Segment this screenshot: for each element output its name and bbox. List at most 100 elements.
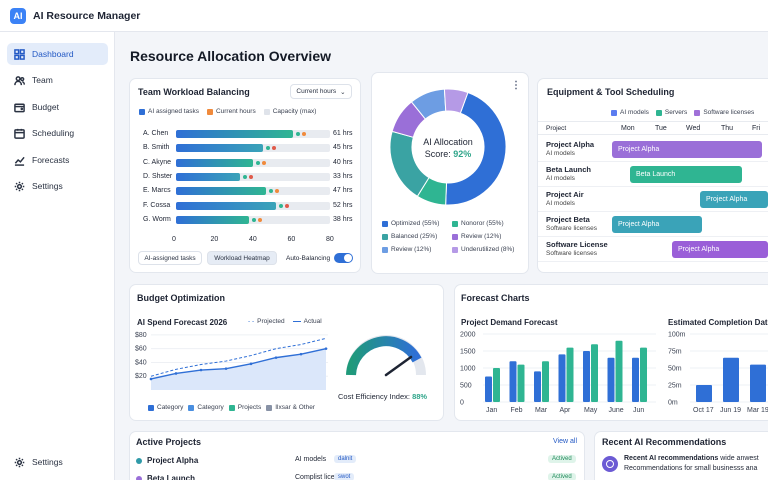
actual-line	[150, 347, 327, 380]
budget-legend: Category Category Projects Ilxsar & Other	[148, 404, 315, 411]
demand-bar-a	[607, 357, 615, 402]
auto-balancing-toggle[interactable]	[334, 253, 353, 263]
member-hours: 40 hrs	[333, 158, 353, 166]
legend-label: Servers	[664, 109, 688, 116]
status-dot	[269, 189, 274, 194]
legend-swatch	[611, 109, 617, 116]
legend-item: Actual	[292, 318, 322, 325]
workload-row[interactable]: G. Worm 38 hrs	[143, 215, 358, 225]
schedule-bar[interactable]: Project Alpha	[672, 241, 768, 258]
app-logo[interactable]: AI	[10, 7, 26, 24]
schedule-header: Project Mon Tue Wed Thu Fri	[538, 121, 768, 135]
workload-row[interactable]: F. Cossa 52 hrs	[143, 201, 358, 211]
demand-bar-b	[640, 347, 647, 402]
schedule-project-name: Software License	[546, 240, 608, 249]
sidebar-item-scheduling[interactable]: Scheduling	[7, 122, 108, 144]
workload-dropdown[interactable]: Current hours ⌄	[290, 84, 352, 99]
y-tick-label: 50m	[668, 366, 682, 373]
status-dot	[262, 160, 266, 165]
gauge-fill	[346, 336, 422, 376]
budget-card	[129, 284, 444, 421]
completion-bar	[723, 357, 739, 402]
sidebar-item-settings[interactable]: Settings	[7, 175, 108, 197]
forecast-title: Forecast Charts	[461, 293, 530, 303]
capacity-track	[176, 172, 330, 181]
status-dot	[302, 132, 307, 136]
y-tick-label: 500	[460, 383, 472, 390]
workload-row[interactable]: D. Shster 33 hrs	[143, 172, 358, 182]
legend-label: Software licenses	[703, 109, 755, 116]
demand-bar-b	[493, 368, 500, 402]
schedule-bar[interactable]: Project Alpha	[612, 216, 702, 233]
gauge-label: Cost Efficiency Index:	[338, 392, 410, 401]
sidebar-item-team[interactable]: Team	[7, 69, 108, 91]
day-header: Tue	[655, 125, 667, 132]
recommendation-item[interactable]: Recent AI recommendations wide anwest	[624, 455, 759, 462]
legend-swatch	[382, 220, 388, 227]
x-tick-label: Mar	[535, 407, 548, 414]
schedule-row[interactable]: Project Beta Software licenses Project Alp…	[538, 212, 768, 237]
demand-bar-a	[558, 354, 566, 402]
schedule-row[interactable]: Project Alpha AI models Project Alpha	[538, 137, 768, 162]
donut-segment	[445, 91, 507, 206]
sidebar-item-budget[interactable]: Budget	[7, 96, 108, 118]
demand-bar-b	[591, 344, 598, 402]
y-tick-label: 0	[460, 400, 464, 407]
more-options-icon[interactable]: ⋮	[511, 80, 521, 91]
workload-row[interactable]: B. Smith 45 hrs	[143, 143, 358, 153]
gauge-value: 88%	[412, 392, 428, 401]
schedule-row[interactable]: Software License Software licenses Project…	[538, 237, 768, 262]
legend-swatch	[694, 109, 701, 116]
schedule-project-sub: AI models	[546, 150, 575, 157]
demand-chart: 2000 1500 1000 500 0 Jan Feb Mar Apr May June Jun	[460, 332, 656, 414]
project-row[interactable]: Project Alpha AI models dalnit Actived	[130, 455, 584, 469]
workload-row[interactable]: A. Chen 61 hrs	[143, 129, 358, 139]
sidebar-item-label: Forecasts	[32, 155, 70, 165]
dashed-line-icon: - -	[248, 318, 255, 325]
legend-item: Category	[188, 404, 224, 411]
allocation-donut	[389, 88, 507, 206]
legend-swatch	[139, 108, 145, 115]
schedule-bar[interactable]: Project Alpha	[700, 191, 768, 208]
allocation-center: AI Allocation Score: 92%	[410, 136, 486, 160]
ai-tasks-button[interactable]: AI-assigned tasks	[138, 251, 202, 265]
schedule-row[interactable]: Project Air AI models Project Alpha	[538, 187, 768, 212]
x-tick-label: Oct 17	[693, 407, 714, 414]
app-title: AI Resource Manager	[33, 9, 141, 22]
axis-tick: 20	[210, 236, 219, 243]
heatmap-button[interactable]: Workload Heatmap	[207, 251, 277, 265]
sidebar-item-dashboard[interactable]: Dashboard	[7, 43, 108, 65]
sidebar-settings-bottom[interactable]: Settings	[7, 451, 108, 473]
y-tick-label: $60	[135, 346, 147, 353]
y-tick-label: 75m	[668, 349, 682, 356]
legend-label: Underutilized (8%)	[461, 246, 515, 253]
demand-bar-b	[542, 361, 549, 402]
day-header: Mon	[621, 125, 635, 132]
workload-row[interactable]: C. Akyne 40 hrs	[143, 158, 358, 168]
schedule-col-project: Project	[546, 125, 567, 132]
actual-point	[149, 377, 153, 381]
project-tag: dalnit	[334, 455, 357, 463]
x-tick-label: Feb	[511, 407, 523, 414]
sidebar-item-forecasts[interactable]: Forecasts	[7, 149, 108, 171]
gear-icon	[14, 181, 25, 191]
legend-item: Balanced (25%)	[382, 233, 437, 240]
capacity-track	[176, 187, 330, 196]
project-name: Beta Launch	[147, 474, 196, 480]
schedule-bar[interactable]: Project Alpha	[612, 141, 762, 158]
view-all-link[interactable]: View all	[553, 438, 577, 445]
day-header: Wed	[686, 125, 701, 132]
member-hours: 38 hrs	[333, 215, 353, 223]
workload-bar	[176, 172, 240, 181]
project-row[interactable]: Beta Launch Complist licens: swot Actived	[130, 473, 584, 480]
demand-bar-a	[583, 351, 590, 402]
legend-label: Capacity (max)	[272, 108, 317, 115]
schedule-row[interactable]: Beta Launch AI models Beta Launch	[538, 162, 768, 187]
member-hours: 52 hrs	[333, 201, 353, 209]
workload-row[interactable]: E. Marcs 47 hrs	[143, 186, 358, 196]
workload-bar	[176, 215, 250, 224]
project-status: Actived	[548, 473, 576, 480]
schedule-bar[interactable]: Beta Launch	[630, 166, 742, 183]
demand-bar-a	[632, 357, 639, 402]
member-name: A. Chen	[143, 130, 169, 137]
